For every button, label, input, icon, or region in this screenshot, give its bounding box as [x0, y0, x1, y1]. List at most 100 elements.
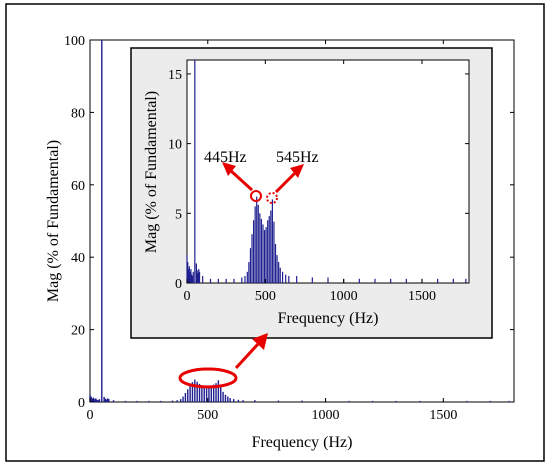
inset-y-tick-label: 15: [168, 68, 182, 83]
main-bar: [395, 400, 397, 402]
inset-bar: [248, 262, 250, 283]
inset-plot-area: [186, 59, 470, 284]
inset-bar: [198, 271, 201, 283]
main-bar: [96, 399, 98, 402]
annotation-545hz-marker: [266, 192, 278, 204]
inset-bar: [191, 276, 194, 283]
inset-bar: [189, 271, 191, 283]
inset-bar: [327, 277, 329, 283]
inset-bar: [252, 220, 255, 283]
main-bar: [237, 399, 240, 402]
main-x-tick-label: 1500: [429, 408, 457, 423]
main-bar: [90, 396, 92, 402]
inset-y-tick-label: 0: [175, 277, 182, 292]
inset-bar: [202, 276, 204, 283]
main-bar: [301, 400, 303, 402]
main-bar: [148, 400, 150, 402]
inset-bar: [263, 230, 266, 283]
inset-bar: [262, 224, 264, 283]
main-bar: [212, 384, 215, 402]
main-bar: [171, 400, 174, 402]
inset-bar: [256, 196, 258, 283]
main-bar: [232, 399, 235, 402]
main-bar: [220, 386, 222, 402]
main-x-tick-label: 1000: [312, 408, 340, 423]
main-bar: [108, 399, 110, 402]
main-bar: [103, 396, 105, 402]
inset-y-tick-label: 10: [168, 138, 182, 153]
inset-bars: [186, 60, 467, 284]
main-bar: [371, 400, 374, 402]
annotation-545hz-label: 545Hz: [276, 149, 319, 166]
annotation-445hz-arrow: [228, 168, 254, 192]
main-y-tick-label: 40: [71, 251, 85, 266]
main-bar: [205, 388, 208, 402]
main-bar: [179, 399, 182, 402]
inset-bar: [274, 243, 277, 283]
inset-bar: [187, 262, 189, 283]
main-x-ticks: 0 500 1000 1500: [87, 40, 457, 423]
main-bar: [419, 400, 421, 402]
main-bar: [105, 399, 108, 402]
main-bar: [198, 383, 201, 402]
main-bar: [215, 383, 217, 402]
inset-bar: [196, 270, 198, 283]
inset-bar: [268, 216, 270, 283]
main-bar: [112, 400, 115, 402]
inset-bar: [465, 278, 467, 283]
inset-bar: [254, 206, 256, 283]
inset-bar: [188, 266, 190, 283]
main-bar: [159, 400, 162, 402]
inset-bar: [251, 234, 253, 283]
inset-bar: [249, 248, 252, 283]
inset-bar: [187, 269, 190, 283]
inset-bar: [244, 276, 246, 283]
main-bar: [217, 380, 220, 402]
main-bar: [98, 399, 101, 402]
inset-bar: [285, 274, 287, 283]
main-bar: [208, 387, 210, 402]
inset-y-tick-label: 5: [175, 207, 182, 222]
inset-bar: [192, 271, 194, 283]
inset-bar: [296, 276, 298, 283]
inset-bar: [233, 278, 235, 283]
inset-bar: [281, 271, 284, 283]
inset-x-ticks: 0 500 1000 1500: [184, 60, 436, 304]
inset-bar: [191, 274, 193, 283]
main-bar: [508, 400, 510, 402]
main-y-tick-label: 80: [71, 106, 85, 121]
inset-bar: [260, 218, 263, 283]
main-bar: [92, 397, 95, 402]
annotation-445hz-label: 445Hz: [204, 149, 247, 166]
main-y-tick-label: 20: [71, 324, 85, 339]
inset-bar: [270, 210, 272, 283]
inset-bar: [246, 271, 248, 283]
main-bar: [106, 398, 109, 402]
main-bar: [224, 394, 227, 402]
inset-bar: [390, 278, 392, 283]
main-bar: [104, 398, 107, 402]
main-bar: [489, 400, 492, 402]
main-bar: [348, 400, 350, 402]
inset-bar: [186, 255, 188, 284]
inset-x-axis-label: Frequency (Hz): [278, 310, 379, 327]
main-bar: [254, 400, 256, 402]
main-bar: [91, 398, 94, 402]
inset-y-axis-label: Mag (% of Fundamental): [143, 91, 160, 253]
main-bar: [242, 400, 244, 402]
inset-bar: [259, 213, 261, 283]
main-bar: [187, 389, 189, 402]
main-y-tick-label: 100: [64, 34, 85, 49]
main-bar: [222, 391, 224, 402]
main-bar: [101, 40, 103, 402]
inset-bar: [273, 221, 275, 283]
main-bar: [191, 382, 194, 402]
inset-bar: [198, 269, 200, 283]
main-bar: [201, 385, 203, 402]
inset-y-ticks: 0 5 10 15: [168, 68, 469, 292]
annotation-445hz-marker: [250, 190, 262, 202]
main-bar: [184, 392, 187, 402]
inset-plot: 0 5 10 15 0 500 1000 1500 Frequency (Hz) Mag (…: [130, 47, 493, 339]
